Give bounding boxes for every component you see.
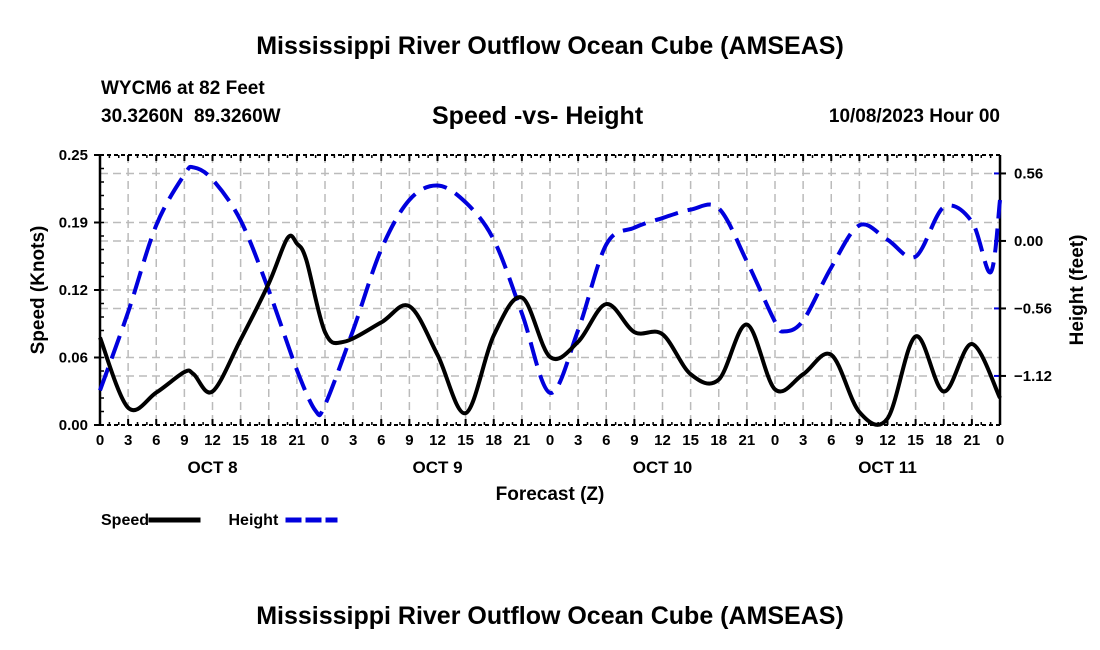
y-tick-label: 0.19	[59, 215, 88, 232]
y-tick-label: 0.06	[59, 350, 88, 367]
x-tick-label: 0	[321, 432, 329, 449]
x-tick-label: 15	[232, 432, 249, 449]
y2-tick-label: 0.56	[1014, 165, 1043, 182]
y2-tick-label: −1.12	[1014, 368, 1052, 385]
x-tick-label: 9	[630, 432, 638, 449]
y-tick-label: 0.25	[59, 147, 88, 164]
x-tick-label: 18	[935, 432, 952, 449]
y2-tick-label: −0.56	[1014, 300, 1052, 317]
x-tick-label: 6	[602, 432, 610, 449]
x-tick-label: 21	[964, 432, 981, 449]
x-tick-label: 9	[180, 432, 188, 449]
x-tick-label: 12	[204, 432, 221, 449]
x-tick-label: 3	[124, 432, 132, 449]
y2-axis-label: Height (feet)	[1067, 235, 1088, 346]
x-tick-label: 18	[710, 432, 727, 449]
x-tick-label: 6	[377, 432, 385, 449]
y-tick-label: 0.12	[59, 282, 88, 299]
day-label: OCT 11	[858, 458, 917, 477]
series-line-speed	[98, 233, 1002, 427]
x-tick-label: 9	[855, 432, 863, 449]
station-label: WYCM6 at 82 Feet	[101, 78, 265, 99]
forecast-date: 10/08/2023 Hour 00	[828, 106, 1000, 127]
x-tick-label: 6	[827, 432, 835, 449]
y-axis-label: Speed (Knots)	[28, 226, 49, 355]
x-tick-label: 0	[771, 432, 779, 449]
x-tick-label: 3	[799, 432, 807, 449]
day-label: OCT 9	[412, 458, 462, 477]
x-tick-label: 12	[429, 432, 446, 449]
footer-title: Mississippi River Outflow Ocean Cube (AM…	[256, 602, 844, 630]
day-label: OCT 10	[633, 458, 693, 477]
x-tick-label: 9	[405, 432, 413, 449]
x-tick-label: 3	[349, 432, 357, 449]
x-tick-label: 18	[485, 432, 502, 449]
legend-label-height: Height	[229, 512, 279, 529]
x-tick-label: 0	[996, 432, 1004, 449]
x-tick-label: 21	[514, 432, 531, 449]
x-tick-label: 15	[907, 432, 924, 449]
x-tick-label: 21	[289, 432, 306, 449]
legend-label-speed: Speed	[101, 512, 149, 529]
x-tick-label: 12	[879, 432, 896, 449]
x-tick-label: 15	[682, 432, 699, 449]
x-tick-label: 0	[546, 432, 554, 449]
x-tick-label: 6	[152, 432, 160, 449]
x-axis-label: Forecast (Z)	[496, 484, 605, 505]
y-tick-label: 0.00	[59, 417, 88, 434]
x-tick-label: 3	[574, 432, 582, 449]
x-tick-label: 15	[457, 432, 474, 449]
coordinates-label: 30.3260N 89.3260W	[101, 106, 281, 127]
x-tick-label: 18	[260, 432, 277, 449]
chart-title: Speed -vs- Height	[432, 102, 644, 130]
x-tick-label: 21	[739, 432, 756, 449]
day-label: OCT 8	[187, 458, 237, 477]
y2-tick-label: 0.00	[1014, 233, 1043, 250]
x-tick-label: 0	[96, 432, 104, 449]
main-title: Mississippi River Outflow Ocean Cube (AM…	[256, 32, 844, 60]
x-tick-label: 12	[654, 432, 671, 449]
series-line-height	[98, 164, 1002, 418]
